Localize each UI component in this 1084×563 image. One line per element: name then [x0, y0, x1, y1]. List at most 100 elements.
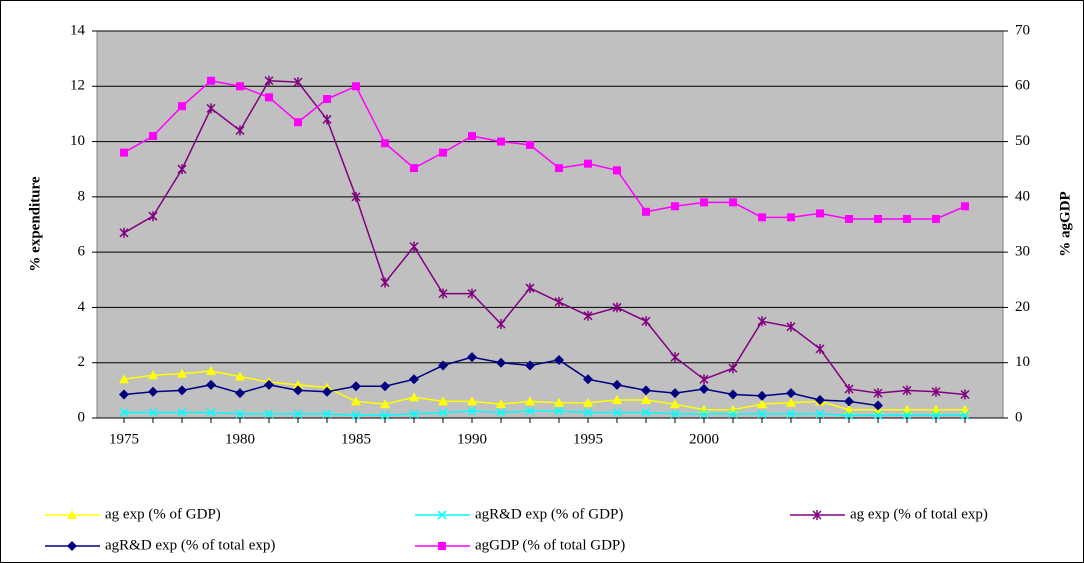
marker [467, 288, 477, 299]
legend-label: agR&D exp (% of total exp) [105, 537, 275, 553]
marker [641, 316, 651, 327]
legend-marker [67, 510, 77, 519]
marker [612, 379, 622, 390]
marker [409, 241, 419, 252]
marker [264, 379, 274, 390]
y2-tick-label: 60 [1015, 78, 1030, 94]
marker [815, 409, 825, 419]
marker [960, 404, 970, 414]
marker [293, 379, 303, 389]
marker [844, 410, 854, 420]
marker [178, 102, 186, 111]
x-tick-label: 1980 [225, 431, 255, 447]
marker [380, 410, 390, 420]
marker [612, 407, 622, 418]
marker [380, 381, 390, 392]
y-tick-label: 4 [78, 299, 86, 315]
marker [758, 213, 766, 222]
marker [322, 386, 332, 397]
y-axis-title: % expenditure [27, 176, 43, 271]
marker [844, 404, 854, 414]
marker [235, 125, 245, 136]
marker [439, 148, 447, 157]
series [119, 75, 970, 400]
marker [583, 310, 593, 321]
marker [352, 82, 360, 91]
y2-tick-label: 40 [1015, 188, 1030, 204]
marker [409, 392, 419, 402]
marker [526, 140, 534, 149]
legend-label: ag exp (% of GDP) [105, 506, 221, 522]
marker [177, 368, 187, 378]
marker [525, 360, 535, 371]
marker [931, 386, 941, 397]
marker [293, 77, 303, 88]
marker [816, 209, 824, 218]
marker [497, 137, 505, 146]
marker [670, 388, 680, 399]
series-line [123, 370, 965, 411]
marker [496, 357, 506, 368]
legend-marker [438, 542, 446, 550]
series [119, 366, 970, 414]
marker [206, 366, 216, 376]
marker [960, 410, 970, 420]
marker [583, 397, 593, 407]
marker [786, 409, 796, 419]
marker [844, 396, 854, 407]
y2-tick-label: 30 [1015, 244, 1030, 260]
marker [148, 370, 158, 380]
marker [786, 388, 796, 399]
x-tick-label: 1995 [573, 431, 603, 447]
marker [149, 132, 157, 141]
marker [554, 397, 564, 407]
marker [931, 404, 941, 414]
legend-label: agGDP (% of total GDP) [475, 537, 625, 553]
marker [612, 395, 622, 405]
legend-label: ag exp (% of total exp) [850, 506, 988, 522]
marker [293, 385, 303, 396]
y2-axis-title: % agGDP [1057, 191, 1073, 256]
marker [119, 389, 129, 400]
y-tick-label: 6 [78, 244, 86, 260]
marker [525, 283, 535, 294]
marker [351, 396, 361, 406]
marker [903, 214, 911, 223]
marker [381, 139, 389, 148]
legend-label: agR&D exp (% of GDP) [475, 506, 623, 522]
marker [873, 410, 883, 420]
marker [584, 159, 592, 168]
marker [787, 213, 795, 222]
marker [902, 385, 912, 396]
plot-area [96, 30, 1004, 419]
marker [612, 302, 622, 313]
marker [467, 406, 477, 416]
marker [467, 352, 477, 363]
marker [641, 407, 651, 418]
marker [873, 388, 883, 399]
marker [177, 164, 187, 175]
marker [729, 198, 737, 207]
marker [207, 76, 215, 85]
marker [757, 399, 767, 409]
legend-marker [67, 541, 77, 551]
marker [351, 381, 361, 392]
marker [815, 395, 825, 406]
y2-tick-label: 50 [1015, 133, 1030, 149]
marker [322, 114, 332, 125]
marker [409, 409, 419, 419]
marker [293, 409, 303, 419]
marker [554, 354, 564, 365]
marker [728, 409, 738, 419]
marker [583, 374, 593, 385]
marker [148, 386, 158, 397]
marker [264, 75, 274, 86]
marker [496, 319, 506, 330]
marker [467, 396, 477, 406]
marker [845, 214, 853, 223]
y2-tick-label: 0 [1015, 409, 1023, 425]
marker [438, 407, 448, 418]
marker [757, 409, 767, 419]
marker [960, 389, 970, 400]
